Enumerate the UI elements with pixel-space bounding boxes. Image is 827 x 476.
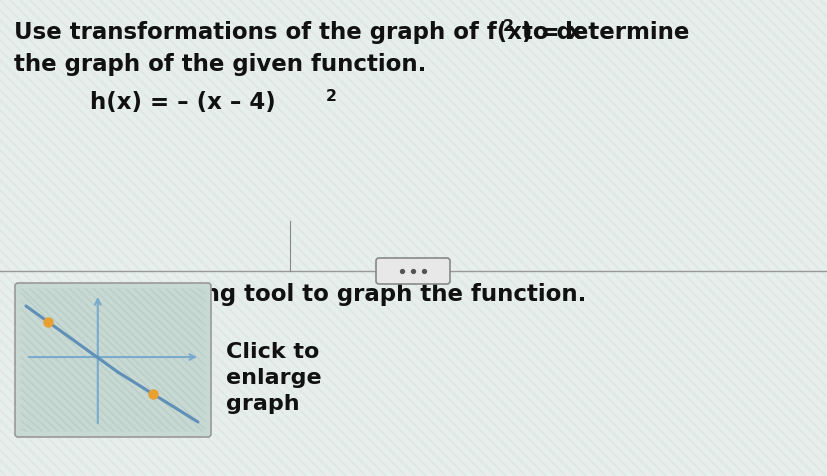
FancyBboxPatch shape <box>376 258 450 284</box>
Text: graph: graph <box>226 394 299 414</box>
FancyBboxPatch shape <box>15 283 211 437</box>
Text: the graph of the given function.: the graph of the given function. <box>14 53 427 76</box>
Text: 2: 2 <box>326 89 337 104</box>
Text: 2: 2 <box>503 19 514 34</box>
Text: Use the graphing tool to graph the function.: Use the graphing tool to graph the funct… <box>14 283 586 306</box>
Text: Use transformations of the graph of f(x) = x: Use transformations of the graph of f(x)… <box>14 21 582 44</box>
Text: Click to: Click to <box>226 342 319 362</box>
Text: enlarge: enlarge <box>226 368 322 388</box>
Text: to determine: to determine <box>514 21 690 44</box>
Text: h(x) = – (x – 4): h(x) = – (x – 4) <box>90 91 275 114</box>
